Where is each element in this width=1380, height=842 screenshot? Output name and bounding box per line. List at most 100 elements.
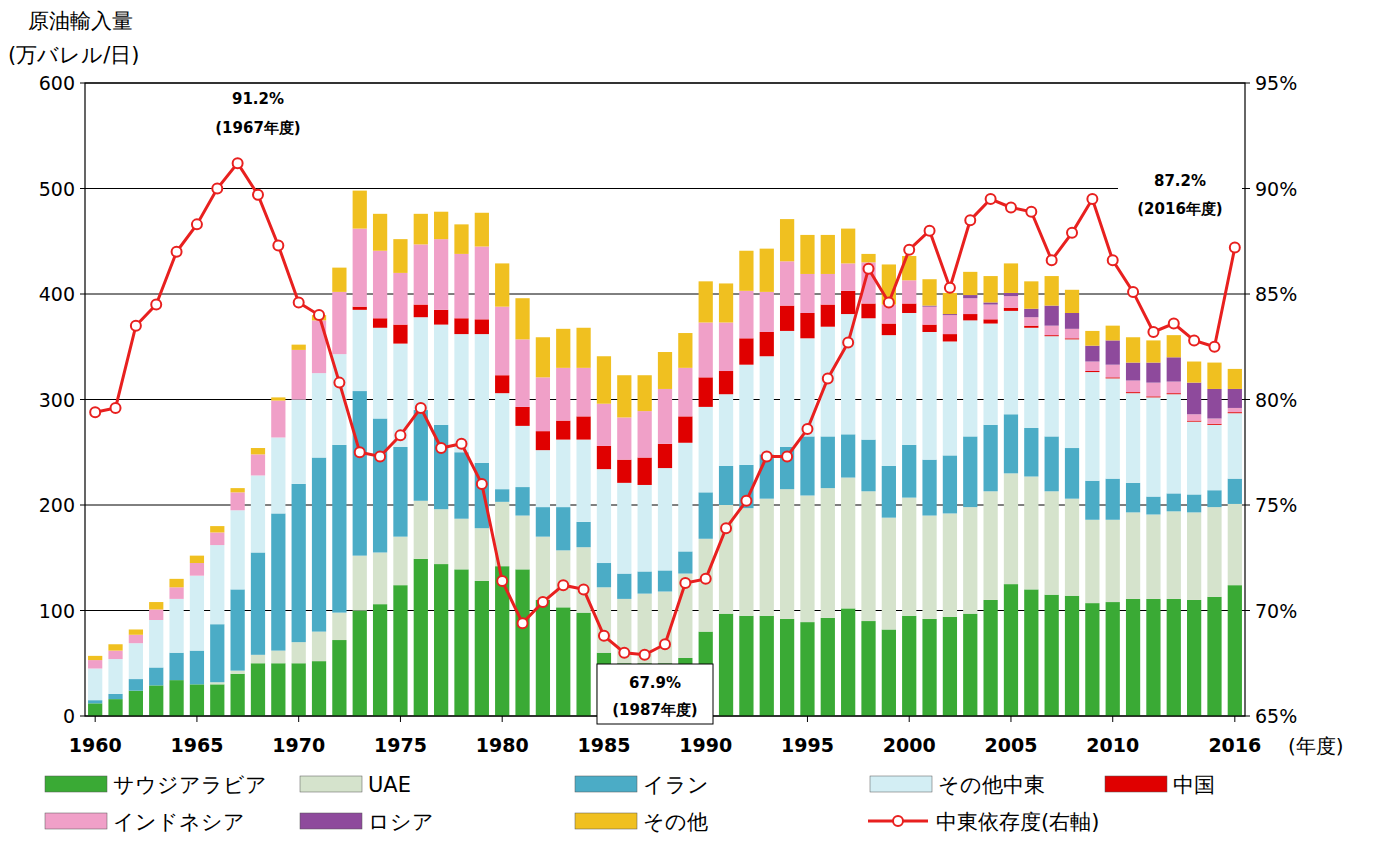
bar-segment [576, 440, 590, 522]
legend-swatch [575, 776, 637, 792]
bar-segment [1146, 599, 1160, 716]
bar-segment [1045, 276, 1059, 306]
bar-segment [922, 279, 936, 305]
marker [172, 247, 182, 257]
bar-segment [800, 313, 814, 338]
tick [80, 610, 85, 611]
bar-segment [1106, 326, 1120, 341]
tick [1245, 716, 1250, 717]
bar-segment [576, 368, 590, 417]
bar-segment [882, 466, 896, 518]
bar-segment [719, 322, 733, 371]
bar-segment [882, 629, 896, 716]
bar-segment [434, 509, 448, 564]
bar-segment [739, 508, 753, 616]
marker [233, 158, 243, 168]
marker [273, 240, 283, 250]
bar-segment [1004, 311, 1018, 414]
bar-segment [1207, 490, 1221, 507]
bar-segment [373, 318, 387, 327]
tick [80, 399, 85, 400]
x-tick [95, 716, 96, 722]
bar-segment [1207, 597, 1221, 716]
bar-segment [536, 377, 550, 431]
bar-segment [332, 613, 346, 640]
bar-segment [475, 528, 489, 581]
x-tick-label: 1960 [69, 734, 122, 756]
bar-segment [841, 229, 855, 264]
legend-label: ロシア [368, 810, 434, 834]
annotation-bg [196, 84, 320, 140]
bar-segment [1085, 331, 1099, 346]
bar-segment [251, 475, 265, 552]
bar-segment [1228, 585, 1242, 716]
marker [884, 297, 894, 307]
bar-segment [312, 458, 326, 632]
bar-segment [210, 526, 224, 532]
legend-label: イラン [643, 773, 709, 797]
tick [80, 505, 85, 506]
marker [925, 226, 935, 236]
marker [1087, 194, 1097, 204]
tick [80, 294, 85, 295]
bar-segment [943, 341, 957, 455]
bar-segment [1106, 365, 1120, 378]
bar-segment [1106, 520, 1120, 602]
bar-segment [271, 397, 285, 400]
bar-segment [597, 587, 611, 652]
bar-segment [597, 469, 611, 563]
bar-segment [556, 440, 570, 508]
bar-segment [1024, 428, 1038, 477]
marker [294, 297, 304, 307]
annotation-text: 91.2% [232, 90, 284, 108]
bar-segment [536, 537, 550, 600]
bar-segment [1146, 396, 1160, 397]
legend-label: その他 [643, 810, 708, 834]
bar-segment [353, 307, 367, 310]
marker [579, 584, 589, 594]
bar-segment [922, 307, 936, 325]
bar-segment [149, 602, 163, 609]
bar-segment [576, 522, 590, 547]
bar-segment [1065, 338, 1079, 339]
bar-segment [454, 318, 468, 334]
bar-segment [1065, 499, 1079, 596]
bar-segment [231, 674, 245, 716]
bar-segment [414, 317, 428, 410]
bar-segment [373, 604, 387, 716]
bar-segment [312, 373, 326, 457]
bar-segment [1146, 363, 1160, 383]
marker [802, 424, 812, 434]
bar-segment [1085, 362, 1099, 371]
marker [538, 597, 548, 607]
bar-segment [1045, 335, 1059, 336]
bar-segment [780, 619, 794, 716]
y2-tick-label: 70% [1255, 600, 1297, 622]
bar-segment [1187, 600, 1201, 716]
bar-segment [169, 579, 183, 587]
marker [741, 496, 751, 506]
bar-segment [841, 314, 855, 434]
marker [1108, 255, 1118, 265]
x-tick [1112, 716, 1113, 722]
bar-segment [373, 214, 387, 251]
x-tick-label: 1970 [272, 734, 325, 756]
bar-segment [454, 452, 468, 518]
bar-segment [1167, 393, 1181, 394]
bar-segment [454, 254, 468, 318]
bar-segment [210, 684, 224, 716]
bar-segment [943, 617, 957, 716]
bar-segment [414, 214, 428, 245]
marker [1148, 327, 1158, 337]
bar-segment [800, 496, 814, 623]
tick [80, 188, 85, 189]
bar-segment [576, 416, 590, 439]
bar-segment [393, 447, 407, 537]
bar-segment [1024, 326, 1038, 328]
bar-segment [190, 556, 204, 563]
bar-segment [393, 239, 407, 273]
bar-segment [902, 280, 916, 303]
bar-segment [760, 499, 774, 616]
annotation: 67.9%(1987年度) [597, 664, 713, 724]
bar-segment [88, 660, 102, 668]
